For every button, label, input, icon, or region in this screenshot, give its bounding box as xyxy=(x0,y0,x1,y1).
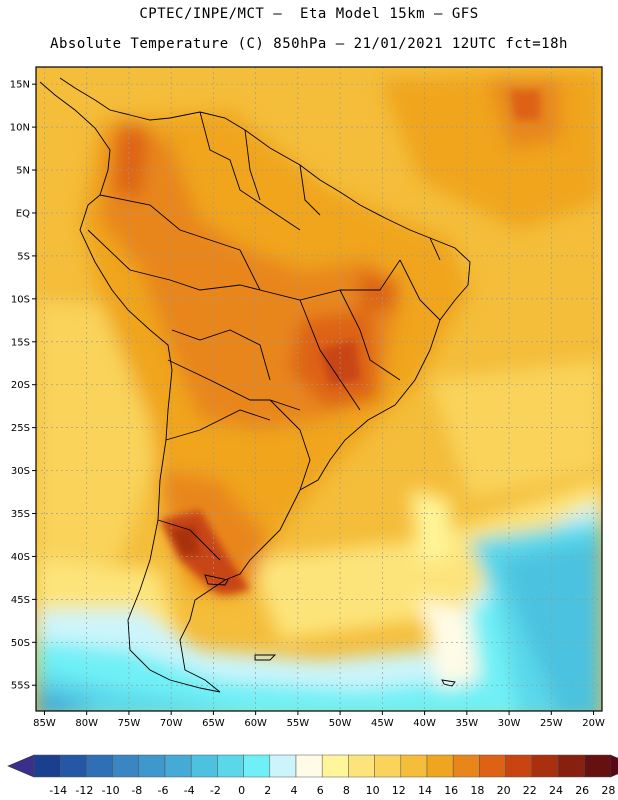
latitude-label: 40S xyxy=(11,552,30,563)
colorbar-label: 8 xyxy=(343,784,350,797)
colorbar-label: 0 xyxy=(238,784,245,797)
colorbar-label: 24 xyxy=(549,784,563,797)
graticule xyxy=(36,67,602,711)
colorbar xyxy=(7,754,618,778)
latitude-label: EQ xyxy=(16,208,30,219)
colorbar-label: -8 xyxy=(131,784,142,797)
latitude-label: 25S xyxy=(11,423,30,434)
latitude-label: 55S xyxy=(11,681,30,692)
colorbar-label: 4 xyxy=(291,784,298,797)
longitude-label: 80W xyxy=(75,718,98,729)
colorbar-max-arrow xyxy=(610,754,618,778)
title-line-1: CPTEC/INPE/MCT – Eta Model 15km – GFS xyxy=(139,6,479,22)
colorbar-swatch xyxy=(531,754,559,778)
longitude-label: 20W xyxy=(582,718,605,729)
longitude-label: 55W xyxy=(287,718,310,729)
colorbar-swatch xyxy=(426,754,454,778)
colorbar-swatch xyxy=(400,754,428,778)
colorbar-swatch xyxy=(479,754,506,778)
colorbar-label: -14 xyxy=(49,784,67,797)
colorbar-label: 16 xyxy=(444,784,458,797)
temperature-field xyxy=(36,67,602,711)
colorbar-swatch xyxy=(138,754,166,778)
colorbar-min-arrow xyxy=(7,754,35,778)
colorbar-label: -6 xyxy=(158,784,169,797)
latitude-label: 10N xyxy=(10,123,30,134)
colorbar-swatch xyxy=(269,754,297,778)
colorbar-swatch xyxy=(321,754,349,778)
longitude-label: 65W xyxy=(202,718,225,729)
coastline-borders xyxy=(39,77,471,693)
colorbar-label: 26 xyxy=(575,784,589,797)
colorbar-swatch xyxy=(583,754,611,778)
longitude-label: 85W xyxy=(33,718,56,729)
colorbar-label: 18 xyxy=(470,784,484,797)
longitude-label: 60W xyxy=(244,718,267,729)
colorbar-label: -2 xyxy=(210,784,221,797)
latitude-label: 5N xyxy=(16,166,30,177)
colorbar-label: 6 xyxy=(317,784,324,797)
latitude-label: 45S xyxy=(11,595,30,606)
colorbar-label: 2 xyxy=(264,784,271,797)
latitude-label: 35S xyxy=(11,509,30,520)
colorbar-swatch xyxy=(348,754,375,778)
colorbar-swatch xyxy=(295,754,323,778)
colorbar-label: 14 xyxy=(418,784,432,797)
colorbar-swatch xyxy=(86,754,113,778)
colorbar-label: 22 xyxy=(523,784,537,797)
colorbar-label: -10 xyxy=(102,784,120,797)
longitude-label: 45W xyxy=(371,718,394,729)
colorbar-swatch xyxy=(59,754,87,778)
latitude-label: 30S xyxy=(11,466,30,477)
longitude-tick-labels: 85W 80W 75W 70W 65W 60W 55W 50W 45W 40W 35W 30W 25W 2… xyxy=(33,711,605,729)
longitude-label: 30W xyxy=(498,718,521,729)
latitude-label: 5S xyxy=(17,251,30,262)
latitude-label: 20S xyxy=(11,380,30,391)
longitude-label: 75W xyxy=(118,718,141,729)
colorbar-label: -12 xyxy=(75,784,93,797)
colorbar-swatch xyxy=(33,754,61,778)
colorbar-swatch xyxy=(164,754,192,778)
colorbar-swatch xyxy=(557,754,585,778)
colorbar-swatch xyxy=(190,754,218,778)
colorbar-swatch xyxy=(217,754,244,778)
title-line-2: Absolute Temperature (C) 850hPa – 21/01/… xyxy=(50,36,568,52)
colorbar-label: -4 xyxy=(184,784,195,797)
colorbar-swatch xyxy=(243,754,271,778)
latitude-label: 10S xyxy=(11,294,30,305)
longitude-label: 35W xyxy=(456,718,479,729)
colorbar-swatch xyxy=(452,754,480,778)
colorbar-swatch xyxy=(112,754,140,778)
colorbar-label: 20 xyxy=(497,784,511,797)
latitude-label: 50S xyxy=(11,638,30,649)
colorbar-label: 10 xyxy=(366,784,380,797)
longitude-label: 40W xyxy=(413,718,436,729)
colorbar-swatch xyxy=(374,754,402,778)
latitude-tick-labels: 15N 10N 5N EQ 5S 10S 15S 20S 25S 30S 35S 40S 45S 50S 5… xyxy=(10,80,36,692)
map-frame xyxy=(35,66,603,712)
colorbar-label: 12 xyxy=(392,784,406,797)
longitude-label: 50W xyxy=(329,718,352,729)
colorbar-labels: -14 -12 -10 -8 -6 -4 -2 0 2 4 6 8 10 12 14 16 18 20 22 24 26… xyxy=(49,784,615,797)
latitude-label: 15S xyxy=(11,337,30,348)
latitude-label: 15N xyxy=(10,80,30,91)
colorbar-label: 28 xyxy=(601,784,615,797)
colorbar-swatch xyxy=(505,754,533,778)
longitude-label: 70W xyxy=(160,718,183,729)
longitude-label: 25W xyxy=(540,718,563,729)
